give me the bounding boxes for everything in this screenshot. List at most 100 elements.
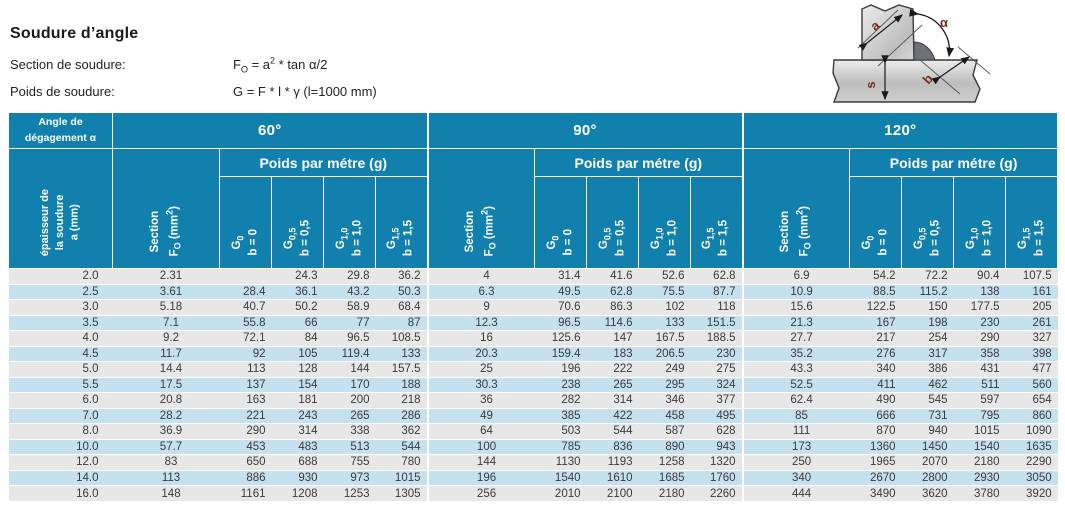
cell-value: 31.4	[534, 268, 587, 284]
cell-value: 40.7	[219, 299, 272, 315]
cell-value: 1193	[586, 454, 639, 470]
angle-header-60: 60°	[111, 112, 429, 149]
cell-value: 138	[953, 283, 1006, 300]
cell-value: 159.4	[534, 345, 587, 362]
section-formula: FO = a2 * tan α/2	[233, 56, 328, 75]
cell-value: 340	[741, 469, 850, 486]
cell-value: 1635	[1005, 438, 1058, 455]
cell-value: 163	[219, 392, 272, 408]
cell-value: 358	[953, 345, 1006, 362]
cell-value: 1450	[901, 438, 954, 455]
table-row: 5.0 14.4 113 128 144 157.5 25 196 222 249 275 43.3 3…	[8, 361, 1058, 377]
g-col-header: G0,5 b = 0,5	[586, 176, 640, 269]
cell-value: 385	[534, 407, 587, 424]
cell-thickness: 8.0	[8, 423, 113, 439]
cell-value: 15.6	[741, 299, 850, 315]
cell-value: 167	[849, 314, 902, 331]
cell-value: 3.61	[112, 283, 220, 300]
cell-value: 1320	[690, 454, 743, 470]
cell-value: 513	[323, 438, 376, 455]
cell-value: 5.18	[112, 299, 220, 315]
cell-value: 275	[690, 361, 743, 377]
cell-value: 1258	[638, 454, 691, 470]
cell-value: 1208	[271, 485, 324, 501]
cell-value: 161	[1005, 283, 1058, 300]
cell-value: 1015	[375, 469, 428, 486]
cell-thickness: 2.5	[8, 283, 113, 300]
weld-diagram: a α s b	[832, 4, 991, 103]
cell-value: 35.2	[741, 345, 850, 362]
cell-value: 688	[271, 454, 324, 470]
cell-value: 137	[219, 376, 272, 393]
cell-value: 150	[901, 299, 954, 315]
header-row-poids: épaisseur de la soudure a (mm) Section FO (…	[8, 148, 1059, 269]
section-header-60: Section FO (mm2)	[112, 148, 220, 269]
alpha-label: α	[940, 15, 948, 30]
cell-value: 87	[375, 314, 428, 331]
cell-value: 105	[271, 345, 324, 362]
cell-value: 7.1	[112, 314, 220, 331]
cell-value: 206.5	[638, 345, 691, 362]
g-col-header: G0 b = 0	[534, 176, 588, 269]
cell-thickness: 4.5	[8, 345, 113, 362]
cell-value: 2290	[1005, 454, 1058, 470]
table-row: 7.0 28.2 221 243 265 286 49 385 422 458 495 85 666 73…	[8, 407, 1058, 424]
cell-value: 3920	[1005, 485, 1058, 501]
cell-value: 265	[323, 407, 376, 424]
cell-value: 147	[586, 330, 639, 346]
cell-value: 70.6	[534, 299, 587, 315]
g-col-header: G1,0 b = 1,0	[323, 176, 376, 269]
cell-value: 144	[426, 454, 535, 470]
cell-value: 200	[323, 392, 376, 408]
cell-value: 20.8	[112, 392, 220, 408]
cell-value: 64	[426, 423, 535, 439]
cell-value: 1965	[849, 454, 902, 470]
cell-value: 398	[1005, 345, 1058, 362]
cell-thickness: 14.0	[8, 469, 113, 486]
cell-value: 30.3	[426, 376, 535, 393]
cell-value: 100	[426, 438, 535, 455]
cell-value: 222	[586, 361, 639, 377]
cell-value: 122.5	[849, 299, 902, 315]
cell-value: 49.5	[534, 283, 587, 300]
cell-value: 113	[112, 469, 220, 486]
poids-header-120: Poids par métre (g)	[849, 148, 1059, 177]
cell-value: 36.9	[112, 423, 220, 439]
cell-value: 52.5	[741, 376, 850, 393]
cell-thickness: 4.0	[8, 330, 113, 346]
cell-value: 21.3	[741, 314, 850, 331]
cell-value: 256	[426, 485, 535, 501]
cell-value: 422	[586, 407, 639, 424]
cell-value: 181	[271, 392, 324, 408]
base-plate	[832, 59, 981, 103]
corner-header: Angle de dégagement α	[8, 112, 113, 149]
cell-value: 544	[375, 438, 428, 455]
cell-value: 560	[1005, 376, 1058, 393]
g-col-header: G1,0 b = 1,0	[638, 176, 692, 269]
cell-value: 597	[953, 392, 1006, 408]
cell-value: 1360	[849, 438, 902, 455]
cell-value: 317	[901, 345, 954, 362]
alpha-arc	[909, 8, 955, 58]
cell-value: 28.2	[112, 407, 220, 424]
cell-value: 2930	[953, 469, 1006, 486]
cell-value: 503	[534, 423, 587, 439]
cell-value: 444	[741, 485, 850, 501]
cell-value: 3490	[849, 485, 902, 501]
cell-value: 276	[849, 345, 902, 362]
cell-value: 24.3	[271, 268, 324, 284]
g-col-header: G1,5 b = 1,5	[1005, 176, 1059, 269]
cell-value: 1253	[323, 485, 376, 501]
cell-value: 860	[1005, 407, 1058, 424]
cell-value: 68.4	[375, 299, 428, 315]
cell-value: 282	[534, 392, 587, 408]
cell-value: 2.31	[112, 268, 220, 284]
cell-value: 72.2	[901, 268, 954, 284]
cell-value: 144	[323, 361, 376, 377]
cell-thickness: 3.0	[8, 299, 113, 315]
cell-value: 973	[323, 469, 376, 486]
cell-value: 238	[534, 376, 587, 393]
cell-value: 495	[690, 407, 743, 424]
cell-value: 340	[849, 361, 902, 377]
cell-value: 50.2	[271, 299, 324, 315]
